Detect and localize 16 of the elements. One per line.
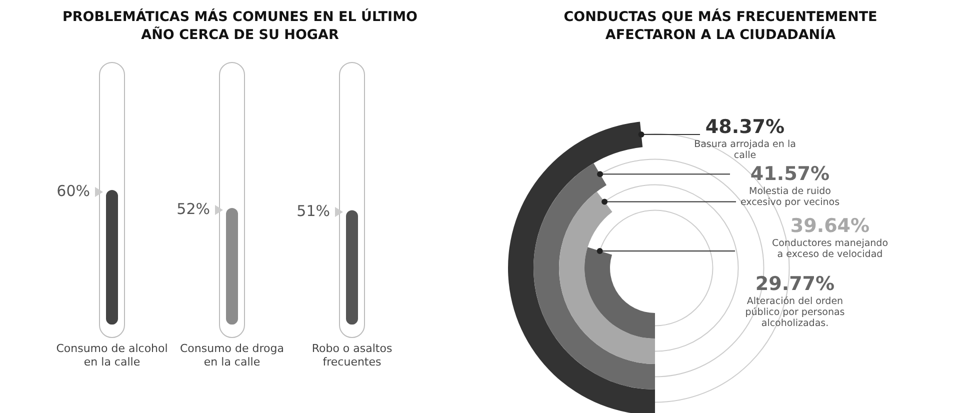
data-label: 29.77% <box>755 273 835 295</box>
category-label: Conductores manejando a exceso de velocidad <box>772 238 888 260</box>
category-label: Molestia de ruido excesivo por vecinos <box>740 186 840 208</box>
category-label: Alteración del orden público por personas alcoholizadas. <box>745 296 845 329</box>
data-label: 39.64% <box>790 215 870 237</box>
data-label: 51% <box>296 202 330 220</box>
x-tick-label: Robo o asaltos frecuentes <box>312 342 392 368</box>
x-tick-label: Consumo de droga en la calle <box>180 342 284 368</box>
data-label: 52% <box>176 200 210 218</box>
data-label: 48.37% <box>705 116 785 138</box>
text: CONDUCTAS QUE MÁS FRECUENTEMENTE AFECTARON A LA CIUDADANÍA <box>562 8 878 44</box>
category-label: Basura arrojada en la calle <box>694 139 796 161</box>
chart-title: PROBLEMÁTICAS MÁS COMUNES EN EL ÚLTIMO AÑO CERCA DE SU HOGAR <box>62 8 418 44</box>
data-label: 41.57% <box>750 163 830 185</box>
x-tick-label: Consumo de alcohol en la calle <box>56 342 168 368</box>
data-label: 60% <box>56 182 90 200</box>
